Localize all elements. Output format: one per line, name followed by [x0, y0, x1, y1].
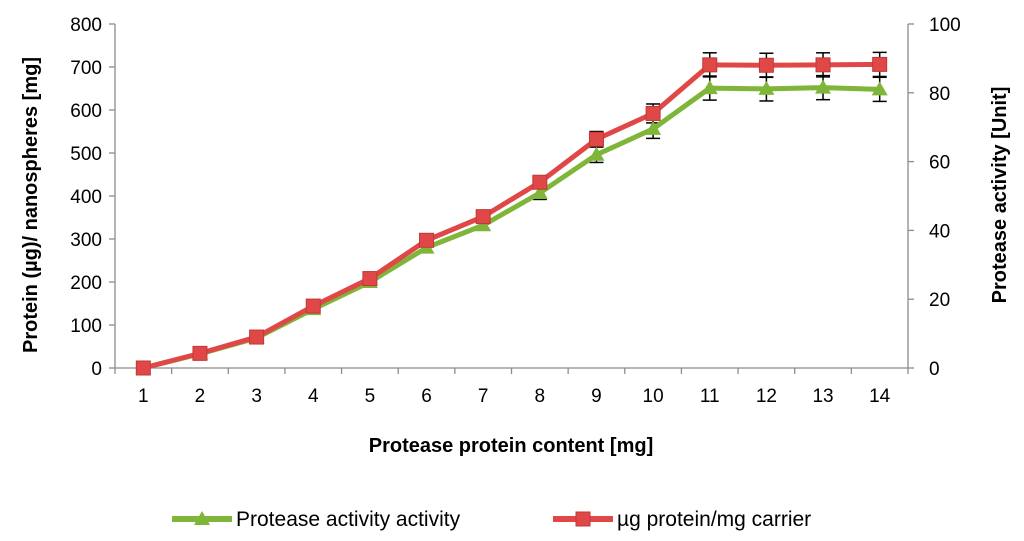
- x-tick-label: 12: [756, 386, 777, 407]
- y-axis-title: Protein (µg)/ nanospheres [mg]: [20, 57, 42, 353]
- x-tick-label: 8: [535, 386, 546, 407]
- protein-point: [815, 57, 831, 73]
- protein-line: [140, 61, 883, 371]
- y-tick-label: 100: [70, 316, 102, 337]
- x-tick-label: 5: [365, 386, 376, 407]
- activity-point: [871, 81, 888, 96]
- y-tick-label: 0: [91, 359, 102, 380]
- y-tick-label: 300: [70, 230, 102, 251]
- legend-triangle-icon: [194, 511, 210, 525]
- legend: Protease activity activity µg protein/mg…: [172, 508, 811, 531]
- activity-point: [531, 184, 548, 199]
- x-tick-label: 11: [700, 386, 720, 407]
- activity-point: [588, 146, 605, 161]
- y2-tick-label: 100: [929, 15, 961, 36]
- activity-point: [645, 120, 662, 135]
- y2-tick-label: 40: [929, 221, 950, 242]
- x-tick-label: 4: [308, 386, 319, 407]
- y-tick-label: 700: [70, 58, 102, 79]
- legend-label-activity: Protease activity activity: [236, 508, 461, 531]
- protein-point: [872, 56, 888, 72]
- protein-point: [588, 131, 604, 147]
- axes: [109, 23, 914, 374]
- protein-point: [249, 329, 265, 345]
- x-tick-label: 10: [643, 386, 664, 407]
- y2-tick-label: 0: [929, 359, 940, 380]
- protein-point: [702, 57, 718, 73]
- y-tick-label: 200: [70, 273, 102, 294]
- protein-point: [419, 232, 435, 248]
- protein-point: [475, 209, 491, 225]
- x-tick-label: 2: [195, 386, 206, 407]
- y2-tick-label: 20: [929, 290, 950, 311]
- activity-point: [815, 79, 832, 94]
- activity-line: [140, 85, 883, 371]
- x-tick-label: 3: [251, 386, 262, 407]
- protein-point: [192, 345, 208, 361]
- y-tick-label: 500: [70, 144, 102, 165]
- protein-point: [305, 298, 321, 314]
- y2-axis-title: Protease activity [Unit]: [989, 87, 1011, 304]
- protein-point: [758, 57, 774, 73]
- x-axis-title: Protease protein content [mg]: [369, 435, 653, 457]
- series-lines: [140, 61, 883, 371]
- y2-tick-label: 60: [929, 153, 950, 174]
- protein-point: [362, 271, 378, 287]
- series-markers: [135, 56, 888, 376]
- protein-point: [135, 360, 151, 376]
- error-bars: [532, 51, 887, 201]
- legend-label-protein: µg protein/mg carrier: [617, 508, 811, 531]
- y-tick-label: 600: [70, 101, 102, 122]
- y-tick-label: 800: [70, 15, 102, 36]
- x-tick-label: 7: [478, 386, 489, 407]
- y-tick-label: 400: [70, 187, 102, 208]
- x-tick-label: 6: [421, 386, 432, 407]
- protein-point: [532, 174, 548, 190]
- legend-square-icon: [575, 511, 591, 527]
- x-tick-label: 13: [812, 386, 833, 407]
- activity-point: [701, 80, 718, 95]
- x-tick-label: 9: [591, 386, 602, 407]
- x-tick-label: 14: [869, 386, 891, 407]
- protein-point: [645, 105, 661, 121]
- y2-tick-label: 80: [929, 84, 950, 105]
- x-tick-label: 1: [138, 386, 149, 407]
- activity-point: [475, 217, 492, 232]
- activity-point: [758, 80, 775, 95]
